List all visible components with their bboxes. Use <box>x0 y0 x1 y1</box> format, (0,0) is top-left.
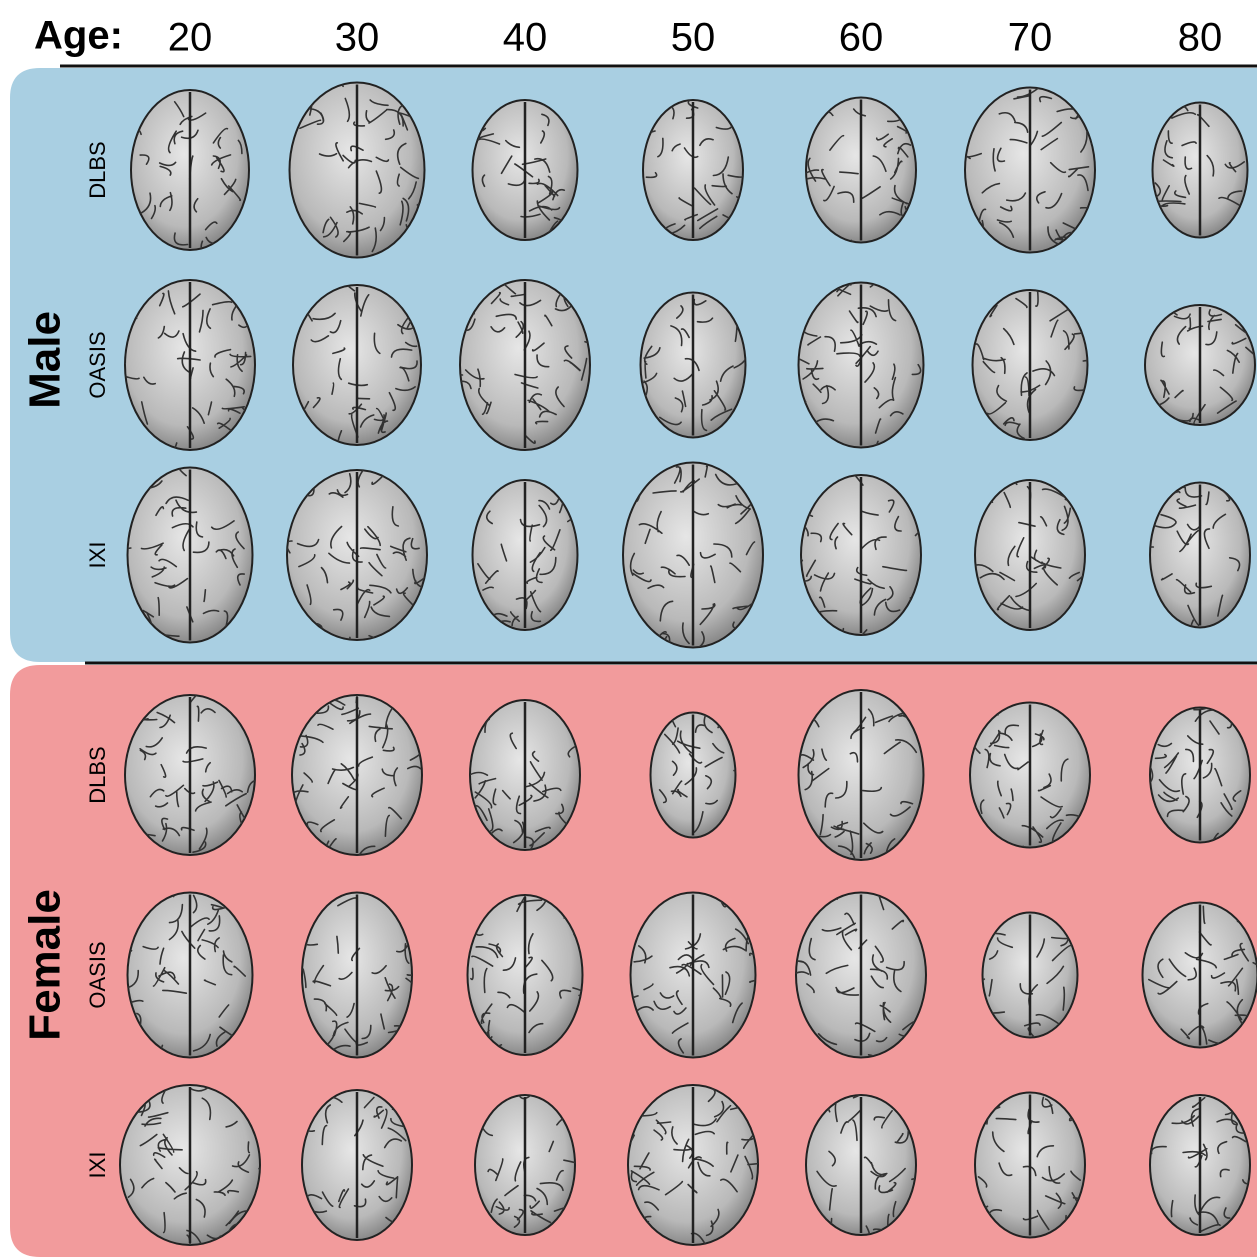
brain-image <box>471 99 579 241</box>
brain-image <box>291 694 423 856</box>
brain-image <box>629 891 757 1059</box>
brain-image <box>286 469 428 641</box>
brain-image <box>639 291 747 439</box>
brain-image <box>1149 481 1251 629</box>
brain-image <box>649 711 737 839</box>
brain-folds <box>1145 305 1255 425</box>
brain-image <box>288 81 426 259</box>
age-tick: 60 <box>839 16 884 60</box>
brain-gyri <box>623 462 763 648</box>
brain-image <box>971 289 1089 441</box>
brain-image <box>119 1084 261 1246</box>
age-tick: 40 <box>503 16 548 60</box>
dataset-label: OASIS <box>85 941 110 1008</box>
brain-image <box>797 689 925 861</box>
brain-image <box>1151 101 1249 239</box>
brain-folds <box>630 892 756 1058</box>
brain-gyri <box>124 1085 260 1245</box>
brain-image <box>471 479 579 631</box>
brain-gyri <box>630 892 756 1058</box>
dataset-label: IXI <box>85 542 110 569</box>
brain-folds <box>806 97 916 243</box>
brain-image <box>969 701 1091 849</box>
brain-image <box>622 461 764 649</box>
group-label: Male <box>21 311 70 409</box>
brain-gyri <box>970 702 1090 848</box>
brain-image <box>124 694 256 856</box>
brain-gyri <box>640 295 746 438</box>
age-tick: 70 <box>1008 16 1053 60</box>
brain-image <box>805 96 917 244</box>
group-label: Female <box>21 889 70 1041</box>
brain-image <box>981 911 1079 1039</box>
brain-gyri <box>806 97 916 243</box>
brain-image <box>459 279 591 451</box>
brain-folds <box>1150 707 1242 843</box>
age-tick: 80 <box>1178 16 1223 60</box>
brain-image <box>301 891 413 1059</box>
brain-image <box>805 1094 917 1236</box>
brain-gyri <box>1150 707 1242 843</box>
dataset-label: IXI <box>85 1152 110 1179</box>
brain-image <box>1141 901 1257 1049</box>
brain-folds <box>623 462 763 648</box>
brain-image <box>1144 304 1256 426</box>
dataset-label: OASIS <box>85 331 110 398</box>
brain-image <box>124 279 256 451</box>
dataset-label: DLBS <box>85 141 110 198</box>
age-tick: 50 <box>671 16 716 60</box>
brain-image <box>474 1094 576 1236</box>
brain-folds <box>302 1090 412 1239</box>
brain-folds <box>640 295 746 438</box>
brain-gyri <box>302 1090 412 1239</box>
brain-image <box>974 479 1086 631</box>
brain-folds <box>475 1095 575 1230</box>
brain-image <box>469 699 581 851</box>
brain-folds <box>970 702 1090 848</box>
age-label: Age: <box>34 14 123 58</box>
brain-image <box>126 466 254 644</box>
brain-image <box>126 891 254 1059</box>
dataset-label: DLBS <box>85 746 110 803</box>
age-tick: 30 <box>335 16 380 60</box>
brain-image <box>964 86 1096 254</box>
age-tick: 20 <box>168 16 213 60</box>
brain-image <box>1149 706 1251 844</box>
brain-image <box>301 1089 413 1241</box>
brain-gyri <box>475 1095 575 1230</box>
brain-folds <box>124 1085 260 1245</box>
brain-gyri <box>1145 305 1255 425</box>
brain-image <box>1149 1094 1251 1236</box>
brain-image <box>800 474 922 636</box>
